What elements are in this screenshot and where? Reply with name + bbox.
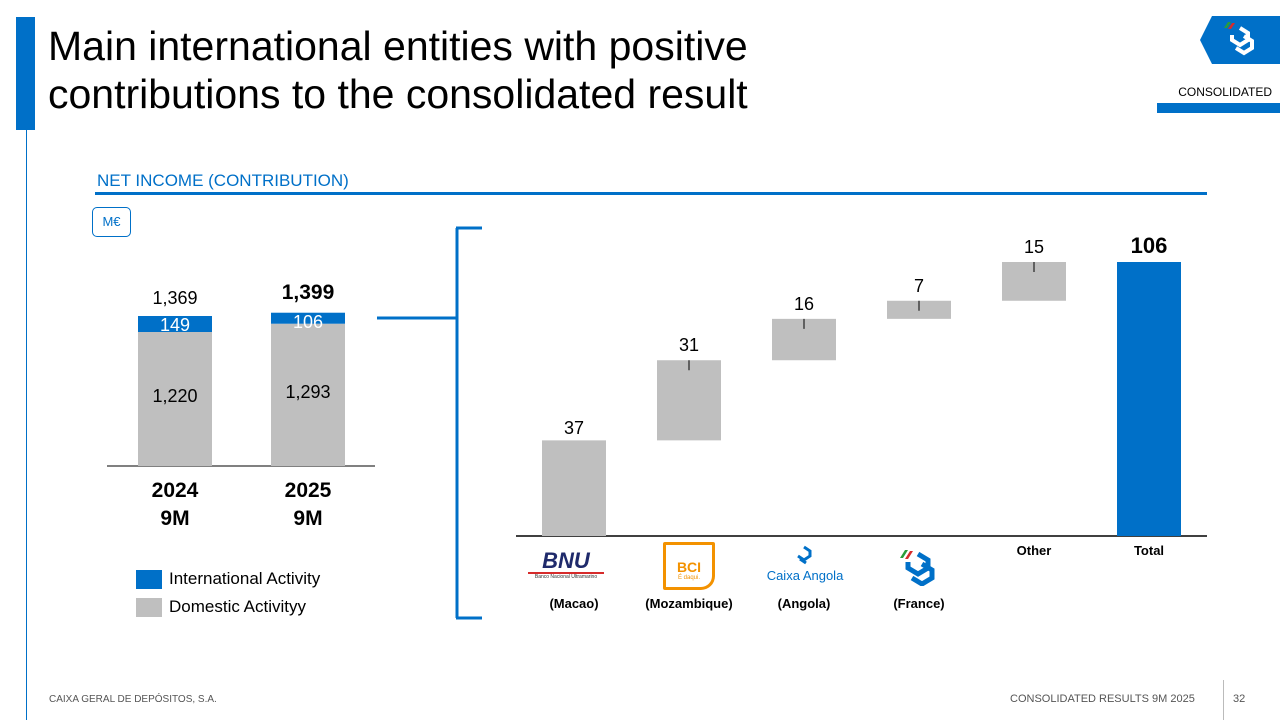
title-accent-bar	[16, 17, 35, 130]
bci-logo-sub: É daqui.	[677, 575, 701, 581]
section-title: NET INCOME (CONTRIBUTION)	[97, 171, 349, 190]
data-label: 7	[913, 275, 925, 296]
caixa-logo-icon	[797, 545, 812, 565]
data-label: 106	[1130, 233, 1168, 258]
data-label-international: 149	[159, 315, 191, 335]
data-label: 16	[793, 293, 815, 314]
category-label: (Macao)	[549, 596, 599, 611]
legend-label: Domestic Activityy	[169, 597, 306, 616]
legend-domestic: Domestic Activityy	[136, 597, 306, 618]
page-number: 32	[1233, 693, 1246, 705]
cgd-logo-icon	[1200, 16, 1280, 64]
category-label: (France)	[893, 596, 945, 611]
bar-domestic	[138, 332, 212, 466]
section-rule	[95, 192, 1207, 195]
legend-swatch	[136, 598, 162, 618]
bci-logo-text: BCI	[676, 559, 702, 575]
bnu-logo: BNU Banco Nacional Ultramarino	[528, 550, 604, 580]
bci-logo: BCI É daqui.	[663, 542, 715, 590]
category-label: (Mozambique)	[645, 596, 733, 611]
bar-domestic	[271, 323, 345, 466]
legend-swatch	[136, 570, 162, 590]
data-label-domestic: 1,293	[285, 381, 331, 402]
category-label: 9M	[160, 507, 190, 530]
legend-label: International Activity	[169, 569, 321, 588]
data-label-international: 106	[292, 311, 324, 332]
footer-company: CAIXA GERAL DE DEPÓSITOS, S.A.	[49, 694, 217, 705]
footer-divider	[1223, 680, 1224, 720]
cgd-france-logo-icon	[900, 550, 935, 586]
bar-total	[1117, 262, 1181, 536]
data-label: 37	[563, 418, 585, 439]
category-label: 2024	[151, 479, 199, 502]
category-label: Other	[1016, 543, 1052, 558]
category-label: 2025	[284, 479, 332, 502]
data-label: 15	[1023, 237, 1045, 257]
caixa-angola-logo: Caixa Angola	[760, 545, 850, 583]
caixa-angola-text: Caixa Angola	[766, 568, 844, 583]
bar-contribution	[542, 440, 606, 536]
category-label: (Angola)	[777, 596, 831, 611]
category-label: 9M	[293, 507, 323, 530]
page-title: Main international entities with positiv…	[48, 23, 748, 117]
tag-bar	[1157, 103, 1280, 113]
bnu-logo-sub: Banco Nacional Ultramarino	[528, 572, 604, 580]
data-label: 31	[678, 335, 700, 356]
bnu-logo-text: BNU	[542, 548, 590, 573]
bar-international	[138, 316, 212, 332]
bar-contribution	[657, 360, 721, 441]
bar-international	[271, 312, 345, 324]
data-label-total: 1,369	[152, 288, 198, 308]
consolidated-tag: CONSOLIDATED	[1178, 85, 1272, 99]
category-label: Total	[1133, 543, 1165, 558]
data-label-domestic: 1,220	[152, 386, 198, 406]
footer-report: CONSOLIDATED RESULTS 9M 2025	[1010, 693, 1195, 705]
left-rule	[26, 130, 27, 720]
data-label-total: 1,399	[281, 280, 335, 304]
legend-international: International Activity	[136, 569, 321, 590]
unit-badge: M€	[92, 207, 131, 237]
